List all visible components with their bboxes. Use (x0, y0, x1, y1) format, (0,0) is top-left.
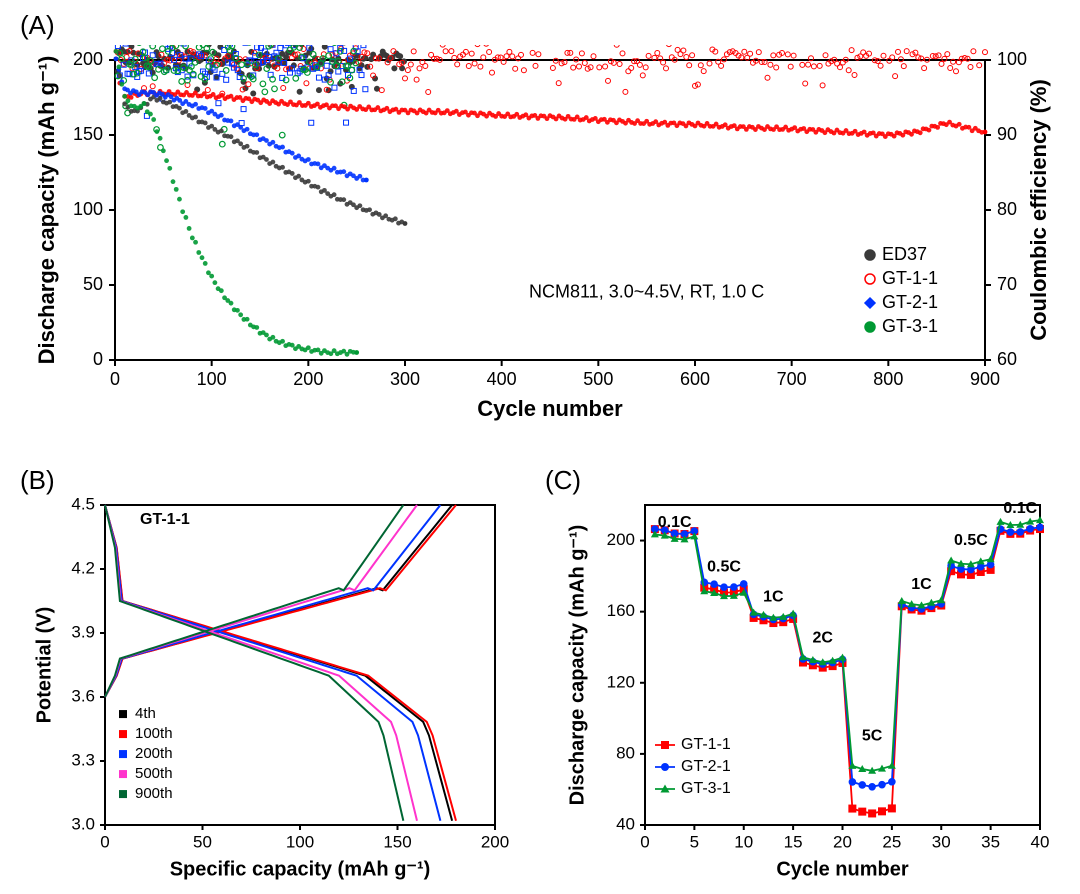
svg-text:200: 200 (607, 530, 635, 549)
svg-text:3.9: 3.9 (71, 622, 95, 641)
svg-text:500th: 500th (135, 765, 173, 782)
svg-text:100: 100 (197, 369, 227, 389)
svg-text:40: 40 (1031, 832, 1050, 851)
svg-text:GT-1-1: GT-1-1 (681, 736, 731, 753)
svg-text:200: 200 (293, 369, 323, 389)
svg-text:100: 100 (73, 199, 103, 219)
svg-text:3.0: 3.0 (71, 814, 95, 833)
svg-text:800: 800 (873, 369, 903, 389)
svg-text:0: 0 (93, 349, 103, 369)
svg-text:GT-2-1: GT-2-1 (681, 758, 731, 775)
panel-a-label: (A) (20, 10, 55, 41)
svg-text:5: 5 (690, 832, 699, 851)
svg-text:3.3: 3.3 (71, 750, 95, 769)
svg-text:Cycle number: Cycle number (776, 858, 908, 880)
svg-text:3.6: 3.6 (71, 686, 95, 705)
svg-text:0.5C: 0.5C (707, 558, 741, 575)
svg-text:ED37: ED37 (882, 244, 927, 264)
svg-text:1C: 1C (911, 576, 932, 593)
svg-text:70: 70 (997, 274, 1017, 294)
svg-text:30: 30 (932, 832, 951, 851)
svg-text:10: 10 (734, 832, 753, 851)
svg-text:600: 600 (680, 369, 710, 389)
panel-b-label: (B) (20, 465, 55, 496)
svg-text:GT-3-1: GT-3-1 (681, 780, 731, 797)
svg-text:150: 150 (73, 124, 103, 144)
svg-text:0.5C: 0.5C (954, 532, 988, 549)
svg-text:NCM811, 3.0~4.5V, RT, 1.0 C: NCM811, 3.0~4.5V, RT, 1.0 C (529, 281, 764, 301)
svg-text:4th: 4th (135, 705, 156, 722)
svg-text:200th: 200th (135, 745, 173, 762)
svg-text:500: 500 (583, 369, 613, 389)
svg-text:60: 60 (997, 349, 1017, 369)
svg-text:100: 100 (286, 832, 314, 851)
svg-text:35: 35 (981, 832, 1000, 851)
svg-text:900th: 900th (135, 785, 173, 802)
svg-text:20: 20 (833, 832, 852, 851)
chart-a: 0 100 200 300 400 500 600 700 800 900 0 50 100 150 200… (20, 45, 1060, 440)
svg-text:700: 700 (777, 369, 807, 389)
panel-c-label: (C) (545, 465, 581, 496)
svg-text:Discharge capacity (mAh g⁻¹): Discharge capacity (mAh g⁻¹) (34, 56, 59, 365)
svg-text:50: 50 (83, 274, 103, 294)
svg-text:Discharge capacity (mAh g⁻¹): Discharge capacity (mAh g⁻¹) (566, 525, 588, 806)
svg-text:300: 300 (390, 369, 420, 389)
svg-text:80: 80 (616, 743, 635, 762)
svg-text:100th: 100th (135, 725, 173, 742)
svg-text:4.2: 4.2 (71, 558, 95, 577)
svg-text:GT-2-1: GT-2-1 (882, 292, 938, 312)
svg-text:0.1C: 0.1C (1003, 500, 1037, 517)
svg-text:90: 90 (997, 124, 1017, 144)
svg-text:0.1C: 0.1C (658, 514, 692, 531)
svg-text:4.5: 4.5 (71, 495, 95, 513)
svg-text:900: 900 (970, 369, 1000, 389)
svg-text:160: 160 (607, 601, 635, 620)
chart-b: 0 50 100 150 200 3.0 3.3 3.6 3.9 4.2 4.5 Specific c… (20, 495, 520, 885)
svg-text:0: 0 (110, 369, 120, 389)
svg-text:Coulombic efficiency (%): Coulombic efficiency (%) (1026, 79, 1051, 341)
svg-text:25: 25 (882, 832, 901, 851)
svg-text:150: 150 (383, 832, 411, 851)
svg-text:120: 120 (607, 672, 635, 691)
svg-text:15: 15 (784, 832, 803, 851)
svg-text:Cycle number: Cycle number (477, 396, 623, 421)
svg-text:200: 200 (73, 49, 103, 69)
svg-text:40: 40 (616, 814, 635, 833)
svg-text:50: 50 (193, 832, 212, 851)
svg-text:80: 80 (997, 199, 1017, 219)
svg-text:GT-3-1: GT-3-1 (882, 316, 938, 336)
svg-text:Potential (V): Potential (V) (33, 607, 55, 724)
svg-text:200: 200 (481, 832, 509, 851)
svg-text:GT-1-1: GT-1-1 (140, 511, 190, 528)
svg-text:0: 0 (100, 832, 109, 851)
svg-text:0: 0 (640, 832, 649, 851)
svg-text:Specific capacity (mAh g⁻¹): Specific capacity (mAh g⁻¹) (170, 858, 431, 880)
svg-text:GT-1-1: GT-1-1 (882, 268, 938, 288)
svg-text:100: 100 (997, 49, 1027, 69)
chart-c: 0 5 10 15 20 25 30 35 40 40 80 120 160 200 Cycle numbe… (550, 495, 1070, 885)
svg-text:1C: 1C (763, 589, 784, 606)
svg-text:400: 400 (487, 369, 517, 389)
svg-text:5C: 5C (862, 727, 883, 744)
svg-text:2C: 2C (813, 630, 834, 647)
